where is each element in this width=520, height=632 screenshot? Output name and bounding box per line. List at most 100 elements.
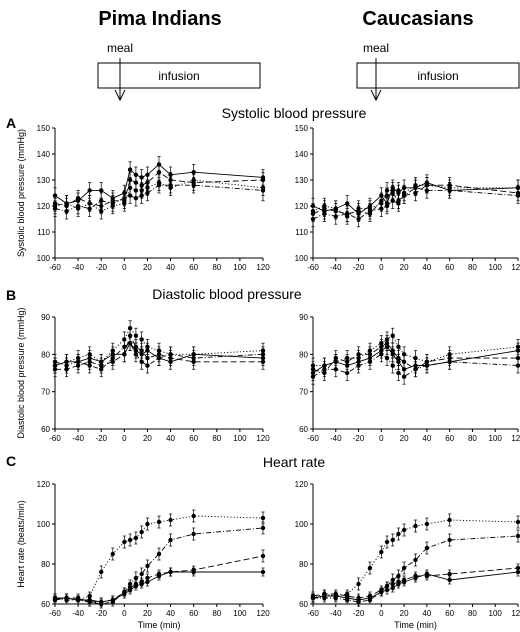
data-point — [367, 348, 373, 353]
data-point — [99, 198, 104, 203]
series-dashdot — [52, 521, 266, 609]
x-tick-label: 60 — [189, 263, 198, 272]
chart-diastolic-pima: 60 70 80 90 -60 -40 -20 0 20 40 60 80 100 120 Diastoli… — [16, 307, 270, 443]
data-point — [110, 355, 115, 361]
y-tick-label: 130 — [37, 176, 51, 185]
x-tick-label: 80 — [212, 434, 221, 443]
data-point — [390, 188, 395, 193]
data-point — [168, 183, 173, 188]
data-point — [110, 201, 115, 206]
x-tick-label: 20 — [400, 434, 409, 443]
data-point — [515, 533, 520, 539]
data-point — [447, 537, 452, 543]
data-point — [413, 523, 418, 529]
data-point — [413, 367, 418, 372]
series-line — [54, 179, 264, 212]
y-tick-label: 150 — [295, 124, 309, 133]
data-point — [99, 601, 104, 607]
data-point — [145, 363, 150, 368]
data-point — [413, 355, 418, 361]
data-point — [424, 188, 430, 193]
meal-infusion-diagram-left: infusion meal — [97, 41, 261, 102]
data-point — [127, 537, 133, 543]
x-tick-label: 120 — [511, 434, 520, 443]
panel-letter-b: B — [6, 287, 16, 303]
data-point — [99, 367, 104, 372]
x-tick-label: -20 — [353, 609, 365, 618]
series-line — [313, 535, 519, 603]
data-point — [424, 545, 430, 551]
x-tick-label: 20 — [400, 263, 409, 272]
x-tick-label: 80 — [468, 263, 477, 272]
x-tick-label: 60 — [445, 609, 454, 618]
series-line — [54, 327, 264, 366]
x-tick-label: -20 — [353, 434, 365, 443]
data-point — [75, 359, 81, 364]
data-point — [367, 597, 373, 603]
group-title-pima: Pima Indians — [98, 8, 221, 30]
data-point — [344, 201, 350, 206]
data-point — [156, 170, 162, 175]
x-tick-label: -20 — [353, 263, 365, 272]
data-point — [322, 211, 327, 216]
data-point — [356, 206, 361, 211]
x-tick-label: -40 — [330, 609, 342, 618]
data-point — [384, 583, 390, 589]
series-dashdot — [310, 179, 520, 228]
x-tick-label: -20 — [95, 434, 107, 443]
x-axis-label: Time (min) — [138, 620, 181, 630]
chart-systolic-caucasians: 100 110 120 130 140 150 -60 -40 -20 0 20 40 60 80 100 1… — [295, 124, 520, 272]
data-point — [344, 370, 350, 376]
x-tick-label: -20 — [95, 263, 107, 272]
x-tick-label: -40 — [330, 263, 342, 272]
data-point — [310, 216, 316, 222]
y-tick-label: 70 — [299, 388, 308, 397]
data-point — [139, 337, 144, 342]
y-tick-label: 90 — [41, 313, 50, 322]
data-point — [168, 517, 173, 523]
y-tick-label: 100 — [37, 254, 51, 263]
data-point — [379, 589, 384, 595]
data-point — [367, 209, 373, 214]
y-tick-label: 60 — [41, 425, 50, 434]
x-tick-label: 100 — [489, 434, 503, 443]
x-tick-label: 60 — [445, 434, 454, 443]
x-tick-label: 100 — [233, 434, 247, 443]
data-point — [260, 188, 266, 193]
data-point — [52, 359, 58, 364]
data-point — [156, 551, 162, 557]
data-point — [133, 333, 139, 338]
data-point — [145, 344, 150, 350]
data-point — [447, 359, 452, 364]
data-point — [447, 571, 452, 577]
data-point — [127, 340, 133, 346]
data-point — [384, 337, 390, 342]
y-tick-label: 80 — [41, 350, 50, 359]
x-tick-label: 80 — [212, 263, 221, 272]
data-point — [333, 214, 338, 219]
data-point — [424, 363, 430, 368]
data-point — [168, 537, 173, 543]
infusion-label: infusion — [158, 69, 199, 83]
x-tick-label: 0 — [122, 434, 127, 443]
data-point — [413, 573, 418, 579]
data-point — [310, 595, 316, 601]
x-tick-label: 20 — [400, 609, 409, 618]
data-point — [396, 344, 401, 350]
series-line — [54, 527, 264, 605]
series-dashdot — [310, 529, 520, 607]
data-point — [390, 537, 395, 543]
data-point — [99, 209, 104, 214]
x-tick-label: 120 — [256, 263, 270, 272]
data-point — [127, 581, 133, 587]
data-point — [87, 363, 92, 368]
y-axis-label: Diastolic blood pressure (mmHg) — [16, 307, 26, 438]
section-title-heart-rate: Heart rate — [263, 454, 325, 470]
data-point — [110, 551, 115, 557]
panel-letter-a: A — [6, 115, 16, 131]
data-point — [64, 363, 69, 368]
data-point — [64, 209, 69, 214]
data-point — [344, 591, 350, 597]
data-point — [139, 359, 144, 364]
meal-arrow-head — [370, 89, 382, 102]
